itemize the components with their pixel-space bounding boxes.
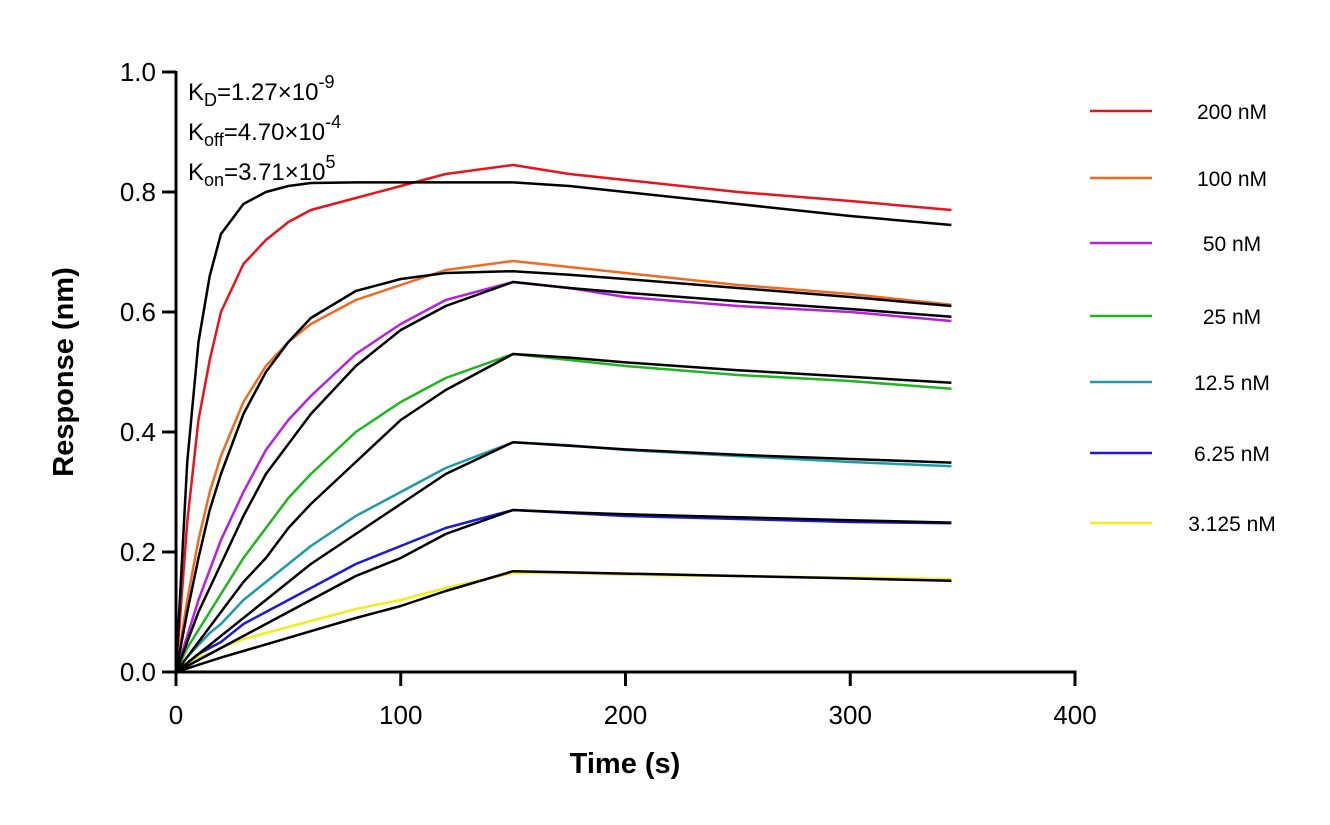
fit-line — [175, 440, 952, 673]
annotation-subscript: on — [204, 170, 224, 190]
annotation-base: K — [188, 159, 204, 186]
data-line — [175, 571, 952, 673]
data-line — [174, 280, 952, 673]
annotation-superscript: 5 — [325, 152, 335, 172]
y-tick-label: 0.2 — [120, 537, 156, 567]
annotation-base: K — [188, 119, 204, 146]
x-axis-title: Time (s) — [570, 748, 681, 780]
y-tick-label: 1.0 — [120, 57, 156, 87]
legend-label: 200 nM — [1197, 101, 1267, 124]
data-line — [175, 508, 952, 673]
annotation-subscript: off — [204, 130, 225, 150]
x-tick-label: 200 — [604, 700, 647, 730]
x-tick-label: 0 — [169, 700, 183, 730]
legend-label: 6.25 nM — [1194, 443, 1270, 466]
fit-line — [174, 269, 952, 673]
y-tick-label: 0.8 — [120, 177, 156, 207]
x-tick-label: 300 — [829, 700, 872, 730]
annotation-text: =3.71×10 — [224, 159, 325, 186]
annotation-superscript: -9 — [318, 72, 334, 92]
fit-line — [174, 352, 952, 673]
y-axis-title: Response (nm) — [48, 267, 80, 476]
data-line — [174, 352, 952, 673]
annotation: Kon=3.71×105 — [188, 152, 336, 190]
x-tick-label: 100 — [379, 700, 422, 730]
annotation-subscript: D — [204, 90, 217, 110]
data-line — [174, 259, 952, 673]
fit-line — [174, 280, 952, 673]
annotation: KD=1.27×10-9 — [188, 72, 334, 110]
annotation-text: =1.27×10 — [217, 79, 318, 106]
annotation-base: K — [188, 79, 204, 106]
fit-line — [174, 181, 952, 673]
x-tick-label: 400 — [1053, 700, 1096, 730]
fit-line — [175, 508, 952, 674]
annotation-text: =4.70×10 — [224, 119, 325, 146]
annotation-superscript: -4 — [325, 112, 341, 132]
y-tick-label: 0.6 — [120, 297, 156, 327]
data-line — [174, 163, 952, 673]
legend-label: 100 nM — [1197, 168, 1267, 191]
legend-label: 12.5 nM — [1194, 372, 1270, 395]
y-tick-label: 0.4 — [120, 417, 156, 447]
annotation: Koff=4.70×10-4 — [188, 112, 341, 150]
fit-line — [175, 569, 952, 674]
legend-label: 50 nM — [1203, 233, 1261, 256]
y-tick-label: 0.0 — [120, 657, 156, 687]
legend-label: 3.125 nM — [1188, 513, 1276, 536]
legend-label: 25 nM — [1203, 306, 1261, 329]
